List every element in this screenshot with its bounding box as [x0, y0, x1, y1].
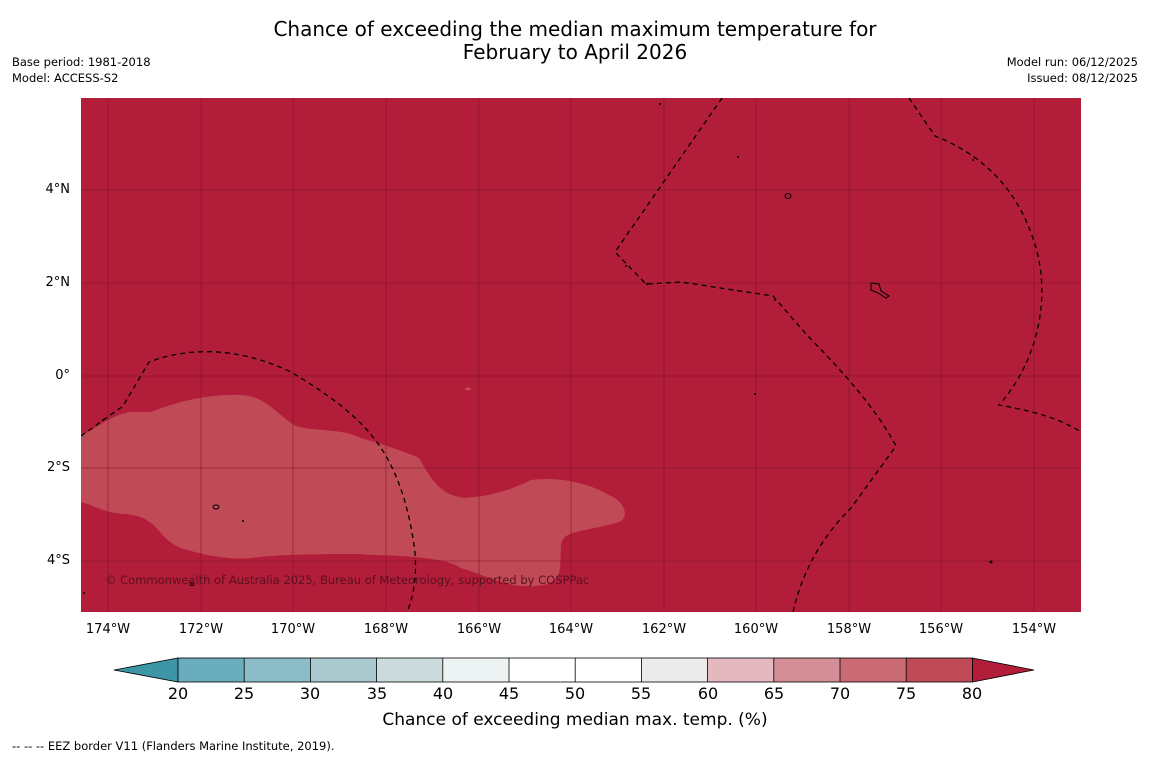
model-name: Model: ACCESS-S2 [12, 71, 119, 85]
colorbar-tick-65: 65 [763, 684, 785, 703]
colorbar-arrow-high [972, 657, 1035, 683]
title-line-1: Chance of exceeding the median maximum t… [273, 17, 877, 41]
lon-label-166w: 166°W [456, 622, 502, 637]
colorbar-tick-70: 70 [829, 684, 851, 703]
title-line-2: February to April 2026 [462, 40, 688, 64]
island-dot [242, 520, 244, 522]
island-dot [646, 283, 648, 285]
graticule [81, 98, 1081, 612]
islands [189, 193, 890, 586]
issued-date: Issued: 08/12/2025 [1027, 71, 1138, 85]
island-outline [212, 504, 220, 510]
colorbar-segment [509, 658, 576, 682]
lat-label-0: 0° [55, 368, 70, 383]
colorbar-tick-45: 45 [498, 684, 520, 703]
lon-label-164w: 164°W [548, 622, 594, 637]
small-region-fill [465, 387, 471, 391]
eez-border-line [81, 351, 417, 612]
probability-region-75-80 [81, 394, 625, 587]
colorbar-segment [906, 658, 973, 682]
colorbar-segment [840, 658, 907, 682]
lon-label-154w: 154°W [1011, 622, 1057, 637]
map-title: Chance of exceeding the median maximum t… [0, 18, 1150, 64]
colorbar-tick-25: 25 [233, 684, 255, 703]
eez-borders [81, 98, 1081, 612]
lat-label-2n: 2°N [45, 275, 71, 290]
colorbar-tick-40: 40 [432, 684, 454, 703]
meta-left: Base period: 1981-2018 Model: ACCESS-S2 [12, 54, 151, 86]
island-dot [625, 265, 627, 267]
lon-label-174w: 174°W [85, 622, 131, 637]
colorbar-segment [310, 658, 377, 682]
forecast-map: © Commonwealth of Australia 2025, Bureau… [81, 98, 1081, 612]
model-run: Model run: 06/12/2025 [1006, 55, 1138, 69]
colorbar-segment [244, 658, 311, 682]
island-dot [972, 159, 974, 161]
colorbar-segment [641, 658, 708, 682]
lat-label-4n: 4°N [45, 182, 71, 197]
colorbar-segment [376, 658, 443, 682]
island-dot [754, 393, 756, 395]
lat-label-2s: 2°S [46, 460, 70, 475]
colorbar-segment [575, 658, 642, 682]
colorbar-tick-60: 60 [697, 684, 719, 703]
island-outline [870, 282, 890, 299]
lon-label-158w: 158°W [826, 622, 872, 637]
colorbar-tick-50: 50 [564, 684, 586, 703]
colorbar-tick-20: 20 [167, 684, 189, 703]
colorbar-segment [707, 658, 774, 682]
island-outline [784, 193, 792, 199]
eez-footnote: -- -- -- EEZ border V11 (Flanders Marine… [12, 739, 335, 753]
colorbar [113, 657, 1035, 683]
island-dot [659, 103, 661, 105]
lon-label-172w: 172°W [178, 622, 224, 637]
lon-label-162w: 162°W [641, 622, 687, 637]
lon-label-170w: 170°W [270, 622, 316, 637]
colorbar-tick-75: 75 [895, 684, 917, 703]
island-dot [774, 299, 776, 301]
colorbar-segment [442, 658, 509, 682]
island-outline [189, 582, 195, 586]
copyright-text: © Commonwealth of Australia 2025, Bureau… [105, 573, 589, 587]
island-dot [989, 560, 993, 564]
meta-right: Model run: 06/12/2025 Issued: 08/12/2025 [1007, 54, 1138, 86]
island-dot [737, 156, 739, 158]
colorbar-tick-35: 35 [366, 684, 388, 703]
lon-label-160w: 160°W [733, 622, 779, 637]
colorbar-tick-80: 80 [961, 684, 983, 703]
colorbar-segment [773, 658, 840, 682]
colorbar-segment [178, 658, 245, 682]
colorbar-title: Chance of exceeding median max. temp. (%… [382, 710, 768, 730]
island-dots [83, 103, 993, 594]
colorbar-arrow-low [113, 657, 179, 683]
lon-label-156w: 156°W [918, 622, 964, 637]
lat-label-4s: 4°S [46, 553, 70, 568]
colorbar-tick-55: 55 [630, 684, 652, 703]
colorbar-outline [177, 657, 973, 683]
island-dot [102, 419, 104, 421]
lon-label-168w: 168°W [363, 622, 409, 637]
island-dot [83, 592, 85, 594]
base-period: Base period: 1981-2018 [12, 55, 151, 69]
colorbar-tick-30: 30 [299, 684, 321, 703]
